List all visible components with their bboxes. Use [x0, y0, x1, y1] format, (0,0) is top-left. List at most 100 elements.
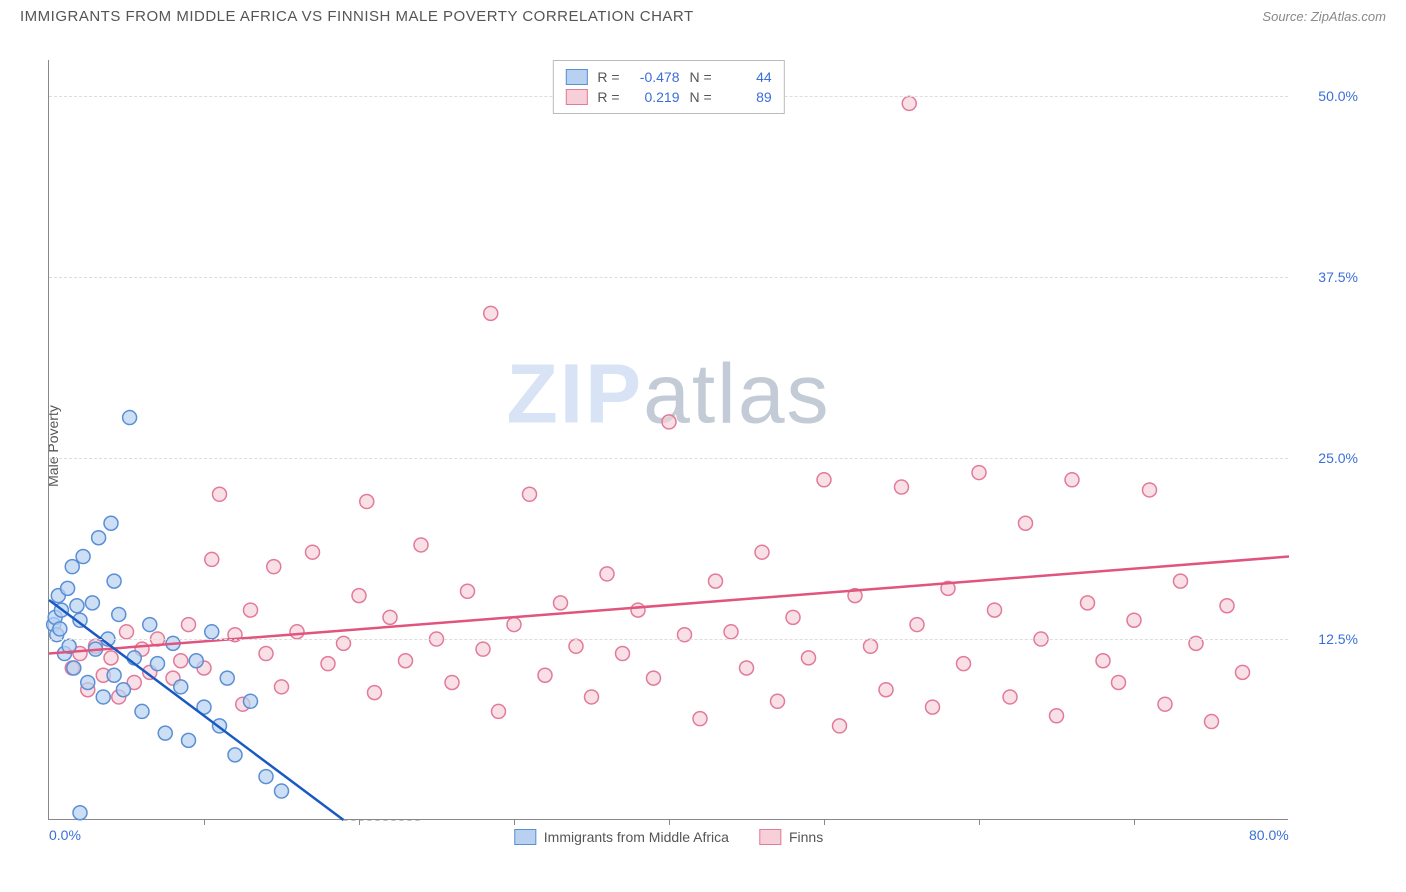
scatter-point — [116, 683, 130, 697]
scatter-point — [259, 647, 273, 661]
x-tick-mark — [204, 819, 205, 825]
chart-area: ZIPatlas R = -0.478 N = 44 R = 0.219 N =… — [48, 60, 1288, 820]
scatter-point — [538, 668, 552, 682]
scatter-point — [135, 704, 149, 718]
source-attribution: Source: ZipAtlas.com — [1262, 9, 1386, 24]
x-tick-mark — [669, 819, 670, 825]
scatter-point — [902, 96, 916, 110]
x-tick-label: 0.0% — [49, 827, 81, 843]
x-tick-mark — [824, 819, 825, 825]
scatter-point — [988, 603, 1002, 617]
immigrants-n-value: 44 — [722, 69, 772, 85]
scatter-point — [802, 651, 816, 665]
scatter-point — [817, 473, 831, 487]
correlation-legend: R = -0.478 N = 44 R = 0.219 N = 89 — [552, 60, 784, 114]
chart-header: IMMIGRANTS FROM MIDDLE AFRICA VS FINNISH… — [0, 0, 1406, 29]
scatter-point — [360, 495, 374, 509]
scatter-point — [1096, 654, 1110, 668]
scatter-point — [112, 607, 126, 621]
scatter-point — [755, 545, 769, 559]
scatter-plot-svg — [49, 60, 1288, 819]
scatter-point — [414, 538, 428, 552]
scatter-point — [321, 657, 335, 671]
scatter-point — [143, 618, 157, 632]
scatter-point — [1050, 709, 1064, 723]
x-tick-mark — [359, 819, 360, 825]
scatter-point — [123, 411, 137, 425]
legend-item-immigrants: Immigrants from Middle Africa — [514, 829, 729, 845]
x-tick-mark — [514, 819, 515, 825]
legend-item-finns: Finns — [759, 829, 823, 845]
scatter-point — [445, 675, 459, 689]
scatter-point — [275, 680, 289, 694]
legend-swatch-finns — [565, 89, 587, 105]
scatter-point — [205, 625, 219, 639]
scatter-point — [70, 599, 84, 613]
scatter-point — [65, 560, 79, 574]
y-tick-label: 25.0% — [1318, 450, 1358, 466]
y-tick-label: 50.0% — [1318, 88, 1358, 104]
legend-label-finns: Finns — [789, 829, 823, 845]
scatter-point — [972, 466, 986, 480]
scatter-point — [910, 618, 924, 632]
scatter-point — [259, 770, 273, 784]
scatter-point — [1081, 596, 1095, 610]
r-label: R = — [597, 89, 619, 105]
scatter-point — [1143, 483, 1157, 497]
scatter-point — [228, 748, 242, 762]
scatter-point — [600, 567, 614, 581]
scatter-point — [306, 545, 320, 559]
scatter-point — [786, 610, 800, 624]
scatter-point — [709, 574, 723, 588]
scatter-point — [73, 806, 87, 820]
scatter-point — [616, 647, 630, 661]
scatter-point — [352, 589, 366, 603]
x-tick-mark — [979, 819, 980, 825]
n-label: N = — [690, 69, 712, 85]
scatter-point — [107, 668, 121, 682]
n-label: N = — [690, 89, 712, 105]
gridline-h — [49, 639, 1288, 640]
scatter-point — [585, 690, 599, 704]
scatter-point — [833, 719, 847, 733]
scatter-point — [1112, 675, 1126, 689]
scatter-point — [569, 639, 583, 653]
scatter-point — [523, 487, 537, 501]
scatter-point — [957, 657, 971, 671]
scatter-point — [104, 651, 118, 665]
scatter-point — [205, 552, 219, 566]
scatter-point — [120, 625, 134, 639]
legend-swatch-immigrants — [565, 69, 587, 85]
scatter-point — [1205, 715, 1219, 729]
legend-label-immigrants: Immigrants from Middle Africa — [544, 829, 729, 845]
scatter-point — [174, 654, 188, 668]
scatter-point — [1236, 665, 1250, 679]
scatter-point — [693, 712, 707, 726]
legend-swatch-finns-bottom — [759, 829, 781, 845]
scatter-point — [895, 480, 909, 494]
scatter-point — [182, 618, 196, 632]
scatter-point — [662, 415, 676, 429]
y-tick-label: 12.5% — [1318, 631, 1358, 647]
scatter-point — [1174, 574, 1188, 588]
x-tick-mark — [1134, 819, 1135, 825]
finns-n-value: 89 — [722, 89, 772, 105]
scatter-point — [926, 700, 940, 714]
scatter-point — [1158, 697, 1172, 711]
legend-row-immigrants: R = -0.478 N = 44 — [565, 67, 771, 87]
scatter-point — [104, 516, 118, 530]
scatter-point — [92, 531, 106, 545]
scatter-point — [182, 733, 196, 747]
scatter-point — [1019, 516, 1033, 530]
scatter-point — [1065, 473, 1079, 487]
x-tick-label: 80.0% — [1249, 827, 1289, 843]
scatter-point — [740, 661, 754, 675]
scatter-point — [647, 671, 661, 685]
scatter-point — [76, 550, 90, 564]
scatter-point — [771, 694, 785, 708]
scatter-point — [61, 581, 75, 595]
scatter-point — [554, 596, 568, 610]
legend-row-finns: R = 0.219 N = 89 — [565, 87, 771, 107]
scatter-point — [213, 487, 227, 501]
chart-title: IMMIGRANTS FROM MIDDLE AFRICA VS FINNISH… — [20, 8, 694, 25]
